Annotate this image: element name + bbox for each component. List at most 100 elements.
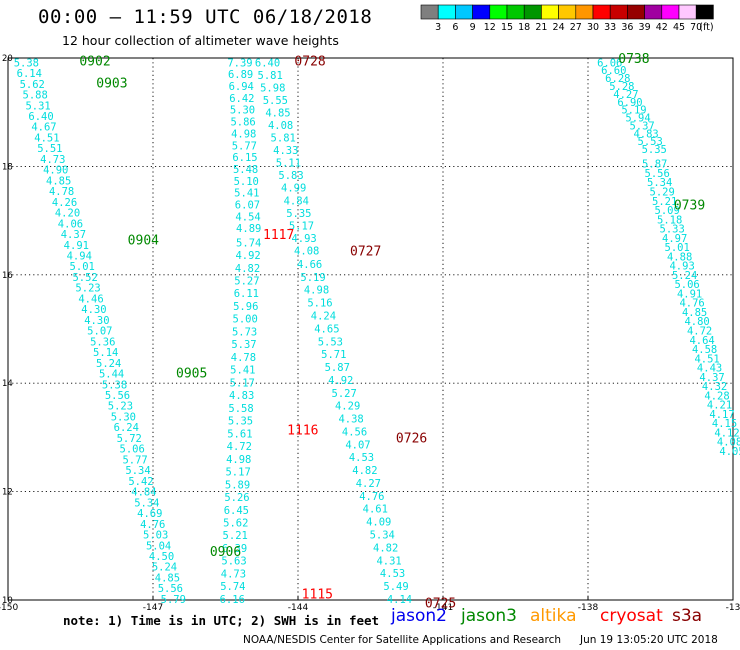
x-tick-label: -141 (433, 603, 453, 613)
swh-value: 5.88 (23, 90, 48, 102)
swh-value: 4.90 (43, 165, 68, 177)
swh-value: 4.82 (352, 465, 377, 477)
swh-value-dense: 4.17 (709, 409, 734, 421)
swh-value: 4.82 (235, 263, 260, 275)
swh-value: 5.96 (233, 301, 258, 313)
swh-value-dense: 4.43 (697, 363, 722, 375)
swh-value: 5.49 (383, 581, 408, 593)
colorbar-tick-label: 27 (570, 22, 582, 33)
colorbar-swatch (523, 4, 542, 20)
swh-value: 5.74 (220, 581, 245, 593)
swh-value: 4.92 (328, 375, 353, 387)
swh-value: 4.73 (40, 154, 65, 166)
swh-value: 5.30 (111, 411, 136, 423)
swh-value: 5.23 (108, 401, 133, 413)
swh-value: 5.00 (233, 314, 258, 326)
y-tick-label: 20 (2, 54, 13, 64)
colorbar-swatch (437, 4, 456, 20)
swh-value-dense: 4.12 (714, 427, 739, 439)
swh-value: 4.08 (268, 120, 293, 132)
swh-value: 6.28 (605, 73, 630, 85)
swh-value: 4.78 (231, 352, 256, 364)
swh-value: 4.84 (284, 195, 309, 207)
swh-value: 6.39 (222, 543, 247, 555)
swh-value: 7.39 (227, 57, 252, 69)
swh-value: 4.91 (64, 240, 89, 252)
swh-value: 4.76 (359, 491, 384, 503)
colorbar-swatch (609, 4, 628, 20)
swh-value: 4.98 (304, 285, 329, 297)
track-time-label: 0725 (425, 597, 456, 612)
swh-value: 5.23 (75, 283, 100, 295)
swh-value: 4.84 (131, 487, 156, 499)
colorbar-swatch (644, 4, 663, 20)
swh-value: 4.67 (31, 122, 56, 134)
swh-value: 5.63 (221, 556, 246, 568)
swh-value: 5.28 (609, 81, 634, 93)
colorbar-tick-label: 30 (587, 22, 599, 33)
swh-value: 5.27 (332, 388, 357, 400)
swh-value: 4.37 (61, 229, 86, 241)
swh-value: 5.24 (152, 562, 177, 574)
swh-value: 4.65 (314, 323, 339, 335)
swh-value: 4.72 (227, 441, 252, 453)
swh-value-dense: 5.21 (652, 196, 677, 208)
swh-value-dense: 4.15 (712, 418, 737, 430)
swh-value-dense: 4.72 (687, 325, 712, 337)
colorbar-tick-label: 24 (553, 22, 565, 33)
swh-value: 5.07 (87, 326, 112, 338)
swh-value-dense: 5.56 (645, 168, 670, 180)
swh-value: 4.92 (235, 250, 260, 262)
swh-value: 4.31 (376, 555, 401, 567)
y-tick-label: 18 (2, 162, 13, 172)
chart-title: 00:00 – 11:59 UTC 06/18/2018 (38, 6, 373, 28)
swh-value: 4.07 (345, 439, 370, 451)
swh-value: 4.53 (380, 568, 405, 580)
colorbar-swatch (627, 4, 645, 20)
swh-value: 5.73 (232, 326, 257, 338)
swh-value: 5.81 (271, 133, 296, 145)
swh-value-dense: 4.76 (679, 298, 704, 310)
swh-value: 4.38 (338, 414, 363, 426)
swh-value-dense: 5.18 (657, 214, 682, 226)
x-tick-label: -147 (143, 603, 163, 613)
swh-value-dense: 4.58 (692, 344, 717, 356)
swh-value: 5.41 (230, 365, 255, 377)
swh-value: 4.20 (55, 208, 80, 220)
swh-value: 4.69 (137, 508, 162, 520)
legend-jason2: jason2 (391, 606, 447, 626)
swh-value: 6.42 (229, 93, 254, 105)
swh-value-dense: 5.24 (672, 270, 697, 282)
swh-value: 4.30 (81, 304, 106, 316)
swh-value: 5.26 (224, 492, 249, 504)
swh-value: 5.87 (325, 362, 350, 374)
swh-value: 5.89 (225, 479, 250, 491)
timestamp: Jun 19 13:05:20 UTC 2018 (580, 634, 718, 646)
swh-value: 5.31 (25, 100, 50, 112)
swh-value: 4.83 (229, 390, 254, 402)
swh-value: 5.35 (228, 416, 253, 428)
swh-value: 4.24 (311, 310, 336, 322)
chart-subtitle: 12 hour collection of altimeter wave hei… (62, 33, 339, 48)
track-time-label: 0726 (396, 431, 427, 446)
swh-value: 5.94 (625, 113, 650, 125)
colorbar-tick-label: 18 (518, 22, 530, 33)
colorbar-tick-label: 6 (452, 22, 458, 33)
x-tick-label: -13 (726, 603, 740, 613)
swh-value: 5.86 (230, 117, 255, 129)
swh-value-dense: 5.29 (650, 186, 675, 198)
swh-value: 4.82 (373, 542, 398, 554)
swh-value: 5.34 (134, 497, 159, 509)
swh-value-dense: 5.09 (655, 205, 680, 217)
swh-value: 6.40 (255, 57, 280, 69)
swh-value: 4.54 (235, 211, 260, 223)
swh-value-dense: 4.80 (684, 316, 709, 328)
swh-value: 4.29 (335, 401, 360, 413)
colorbar-tick-label: 12 (484, 22, 496, 33)
swh-value: 4.98 (231, 128, 256, 140)
x-tick-label: -150 (0, 603, 18, 613)
swh-value: 4.61 (363, 504, 388, 516)
swh-value: 5.34 (370, 530, 395, 542)
swh-value: 4.26 (52, 197, 77, 209)
swh-value: 5.58 (228, 403, 253, 415)
